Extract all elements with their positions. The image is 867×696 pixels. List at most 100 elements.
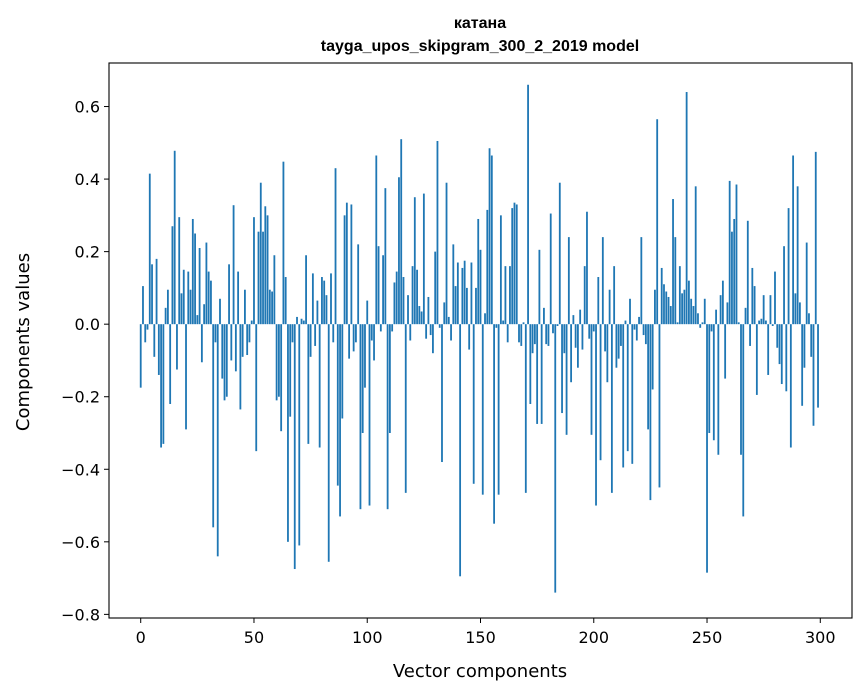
bar xyxy=(194,233,196,325)
bar xyxy=(425,324,428,339)
bar xyxy=(237,271,240,325)
bar xyxy=(266,215,269,325)
y-axis-ticks: −0.8 −0.6 −0.4 −0.2 0.0 0.2 0.4 0.6 xyxy=(61,98,109,624)
bar xyxy=(289,324,292,417)
bar xyxy=(284,277,287,325)
bar xyxy=(375,155,378,325)
bar xyxy=(812,324,815,426)
x-tick-label: 200 xyxy=(578,628,609,647)
bar xyxy=(221,324,224,379)
bar xyxy=(416,269,418,325)
bar xyxy=(774,271,776,325)
bar xyxy=(688,280,690,325)
bar xyxy=(191,218,194,325)
bar xyxy=(139,324,142,388)
bar xyxy=(382,255,384,325)
bar xyxy=(420,311,423,325)
bar xyxy=(173,150,176,325)
bar xyxy=(395,271,398,325)
bar xyxy=(262,231,264,325)
bar xyxy=(339,324,341,517)
bar xyxy=(144,324,147,343)
bar xyxy=(706,324,708,573)
bar xyxy=(549,213,552,325)
bar xyxy=(330,273,332,325)
bar xyxy=(579,309,582,325)
bar xyxy=(259,182,262,325)
bar xyxy=(590,324,593,435)
bar-series xyxy=(139,84,819,593)
bar xyxy=(586,211,588,325)
bar xyxy=(740,324,742,455)
bar xyxy=(307,324,310,444)
bar xyxy=(350,204,353,325)
bar xyxy=(495,324,498,328)
bar xyxy=(617,324,620,359)
bar xyxy=(771,324,774,326)
bar xyxy=(663,284,665,325)
bar xyxy=(398,177,400,325)
bar xyxy=(527,84,529,325)
bar xyxy=(169,324,172,404)
bar xyxy=(323,280,326,325)
bar xyxy=(253,217,255,325)
bar xyxy=(296,316,298,325)
bar xyxy=(780,324,783,385)
bar xyxy=(744,307,747,325)
bar xyxy=(760,318,763,325)
bar xyxy=(345,202,348,325)
bar xyxy=(151,264,153,325)
bar xyxy=(561,324,563,414)
bar xyxy=(697,313,699,325)
bar xyxy=(733,218,736,325)
bar xyxy=(198,248,201,325)
bar xyxy=(142,286,144,325)
bar xyxy=(407,295,409,325)
bar xyxy=(305,255,307,325)
bar xyxy=(234,324,237,372)
bar xyxy=(735,184,738,325)
bar xyxy=(583,266,586,325)
bar xyxy=(515,204,518,325)
bar xyxy=(427,296,430,325)
bar xyxy=(373,324,375,361)
bar xyxy=(370,324,373,341)
bar xyxy=(230,324,233,361)
bar xyxy=(524,324,527,493)
bar xyxy=(497,324,500,495)
bar xyxy=(185,324,187,430)
bar xyxy=(792,155,795,325)
bar xyxy=(731,231,733,325)
bar xyxy=(429,324,432,336)
bar xyxy=(715,309,717,325)
bar xyxy=(434,251,437,325)
bar xyxy=(311,273,314,325)
bar xyxy=(565,324,568,435)
bar xyxy=(758,320,761,325)
bar xyxy=(642,324,645,336)
bar xyxy=(377,246,380,325)
bar xyxy=(599,324,602,461)
bar xyxy=(678,266,681,325)
bar xyxy=(461,267,464,325)
bar xyxy=(685,92,688,325)
bar xyxy=(393,282,396,325)
bar xyxy=(595,324,597,506)
bar xyxy=(656,119,659,325)
bar xyxy=(552,324,554,334)
y-tick-label: −0.2 xyxy=(61,388,100,407)
bar xyxy=(386,324,389,510)
bar xyxy=(257,231,260,325)
bar xyxy=(502,320,505,325)
bar xyxy=(665,291,668,325)
x-tick-label: 150 xyxy=(465,628,496,647)
bar xyxy=(613,266,616,325)
bar xyxy=(783,246,785,325)
bar xyxy=(789,324,792,448)
bar xyxy=(635,324,638,341)
y-tick-label: 0.4 xyxy=(75,170,100,189)
bar xyxy=(518,324,520,343)
chart-title: катана xyxy=(454,15,506,32)
bar xyxy=(432,324,434,354)
